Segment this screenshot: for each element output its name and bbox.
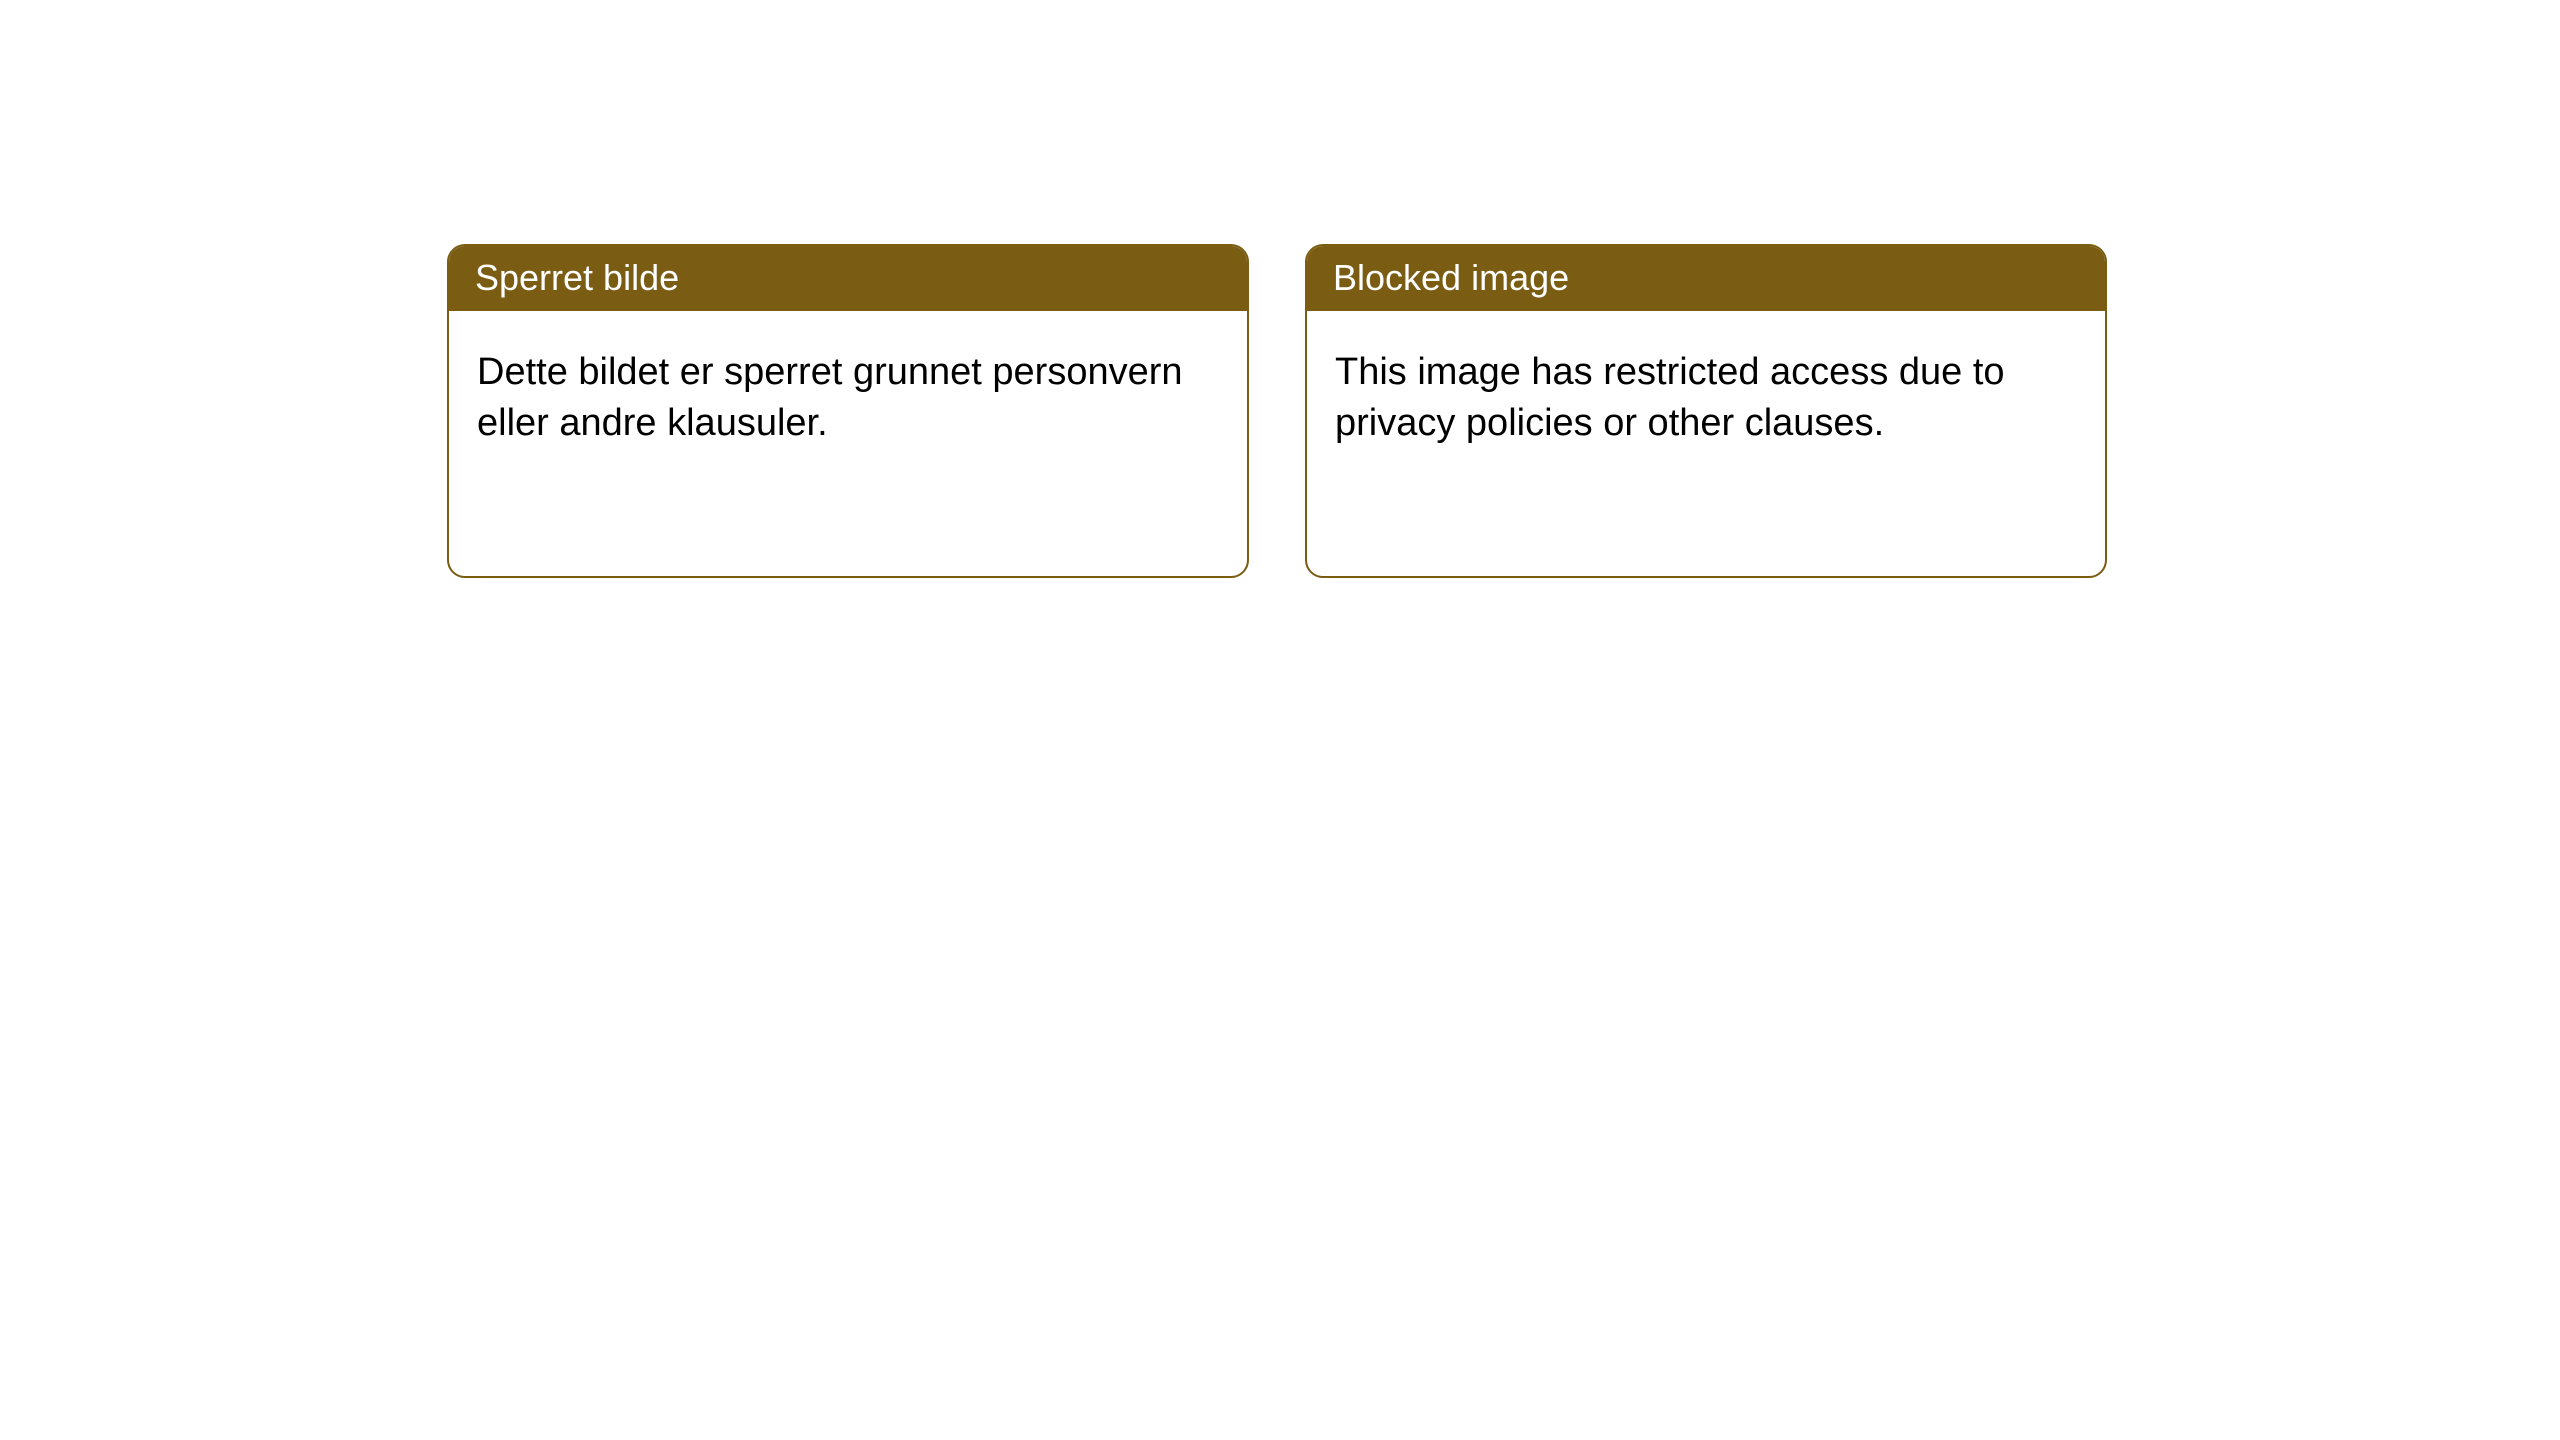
card-body: Dette bildet er sperret grunnet personve… <box>449 311 1247 478</box>
card-body-text: This image has restricted access due to … <box>1335 351 2005 444</box>
blocked-image-card-en: Blocked image This image has restricted … <box>1305 244 2107 578</box>
card-header: Sperret bilde <box>449 246 1247 311</box>
card-header: Blocked image <box>1307 246 2105 311</box>
card-header-text: Sperret bilde <box>475 257 679 298</box>
card-body: This image has restricted access due to … <box>1307 311 2105 478</box>
blocked-image-card-no: Sperret bilde Dette bildet er sperret gr… <box>447 244 1249 578</box>
card-header-text: Blocked image <box>1333 257 1569 298</box>
cards-container: Sperret bilde Dette bildet er sperret gr… <box>0 0 2560 578</box>
card-body-text: Dette bildet er sperret grunnet personve… <box>477 351 1183 444</box>
